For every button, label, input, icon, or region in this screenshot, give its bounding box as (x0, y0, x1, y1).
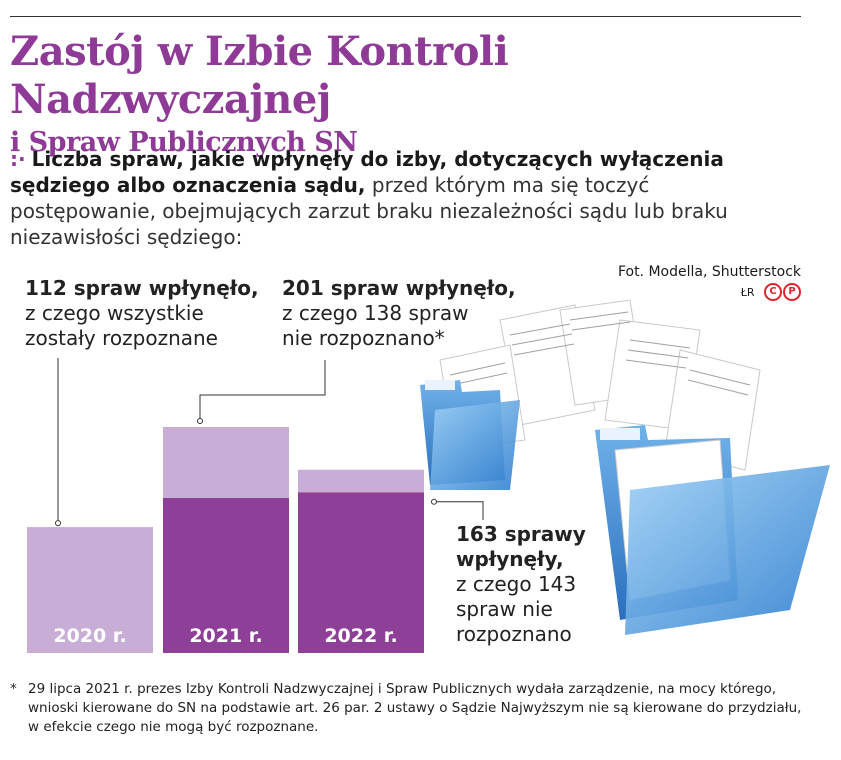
leader-dot-2020 (55, 520, 61, 527)
lead-text: przed którym ma się toczyć postępowanie,… (10, 173, 728, 249)
lead-bold-text: Liczba spraw, jakie wpłynęły do izby, do… (10, 147, 724, 197)
footnote-text: 29 lipca 2021 r. prezes Izby Kontroli Na… (28, 681, 802, 735)
bar-1-rozpoznane (163, 427, 289, 498)
annotation-2020-total: 112 spraw wpłynęło, (25, 276, 259, 300)
leader-line-2021 (199, 360, 326, 421)
copyright-icon: C (764, 283, 782, 301)
leader-dot-2021 (197, 418, 203, 424)
annotation-2022: 163 sprawy wpłynęły, z czego 143 spraw n… (456, 522, 586, 647)
signature-initials: ŁR (740, 286, 755, 299)
annotation-2021: 201 spraw wpłynęło, z czego 138 spraw ni… (282, 276, 516, 351)
top-rule (10, 16, 801, 17)
copyright-p-icon: P (783, 283, 801, 301)
annotation-2022-line-3: rozpoznano (456, 622, 572, 646)
bar-1-nie-rozpoznano (163, 497, 289, 653)
annotation-2021-total: 201 spraw wpłynęło, (282, 276, 516, 300)
annotation-2020-line-2: zostały rozpoznane (25, 326, 218, 350)
annotation-2022-line-2: spraw nie (456, 597, 553, 621)
document-folder-illustration (420, 300, 830, 635)
leader-dot-2022 (431, 498, 437, 505)
bar-2-nie-rozpoznano (298, 492, 424, 653)
category-label-0: 2020 r. (53, 625, 126, 647)
page-title: Zastój w Izbie Kontroli Nadzwyczajnej i … (10, 28, 810, 162)
footnote: * 29 lipca 2021 r. prezes Izby Kontroli … (10, 680, 810, 737)
annotation-2022-total-2: wpłynęły, (456, 547, 564, 571)
footnote-star: * (10, 681, 17, 697)
annotation-2021-line-2: nie rozpoznano* (282, 326, 445, 350)
annotation-2020: 112 spraw wpłynęło, z czego wszystkie zo… (25, 276, 259, 351)
photo-credit-text: Fot. Modella, Shutterstock (617, 264, 801, 280)
title-line-1: Zastój w Izbie Kontroli Nadzwyczajnej (10, 28, 509, 123)
bar-2-rozpoznane (298, 469, 424, 493)
category-label-1: 2021 r. (189, 625, 262, 647)
annotation-2021-line-1: z czego 138 spraw (282, 301, 469, 325)
lead-paragraph: :· Liczba spraw, jakie wpłynęły do izby, … (10, 146, 800, 250)
annotation-2022-line-1: z czego 143 (456, 572, 577, 596)
annotation-2020-line-1: z czego wszystkie (25, 301, 204, 325)
title-line-2: i Spraw Publicznych SN (10, 127, 358, 158)
annotation-2022-total: 163 sprawy (456, 522, 586, 546)
lead-marker: :· (10, 147, 26, 171)
bar-0-rozpoznane (27, 527, 153, 653)
category-label-2: 2022 r. (324, 625, 397, 647)
leader-line-2022 (434, 501, 484, 520)
